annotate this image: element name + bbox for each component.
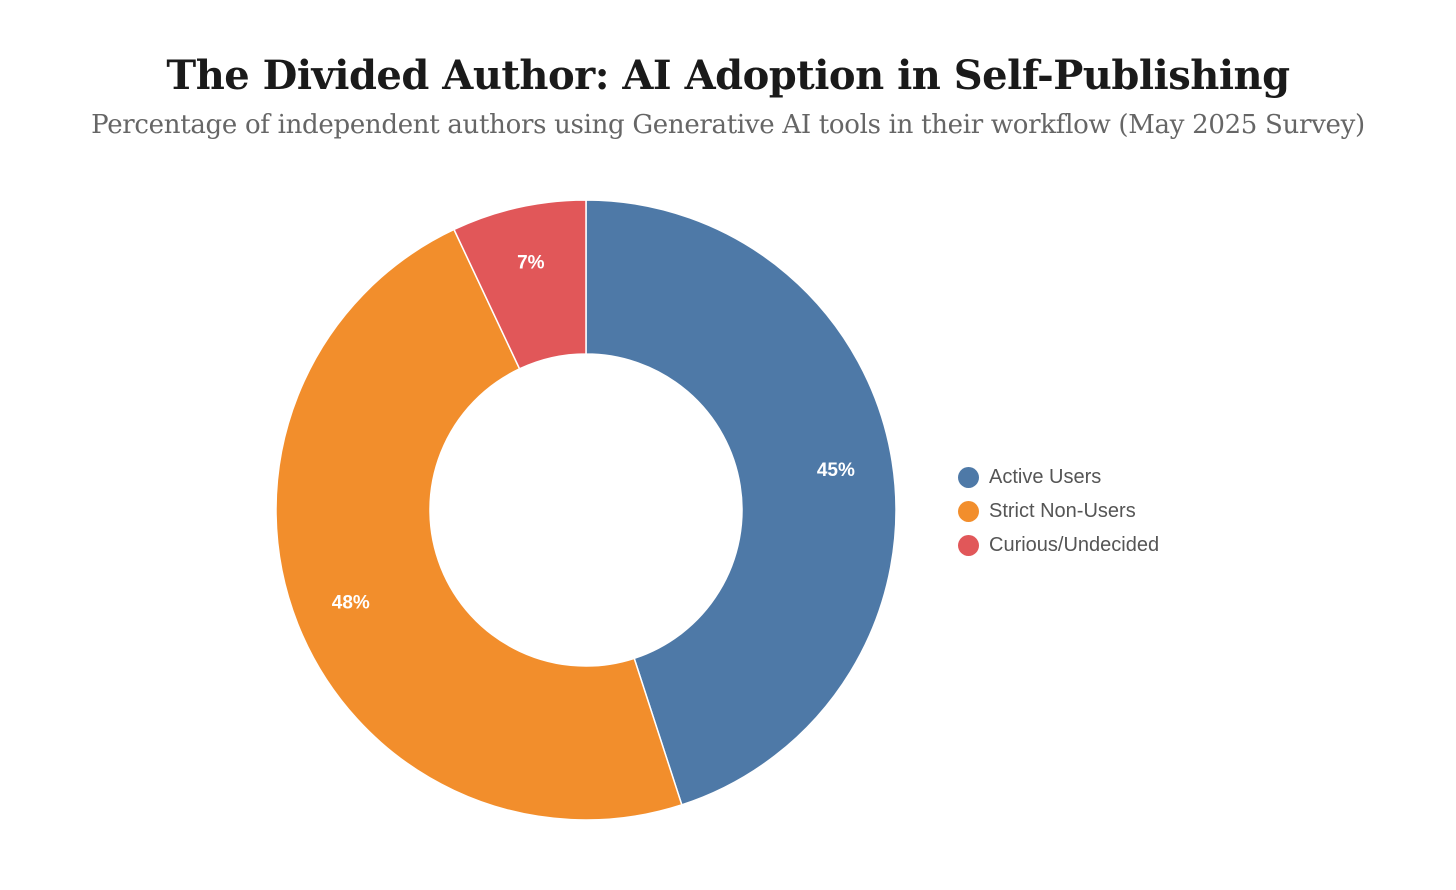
chart-legend: Active Users Strict Non-Users Curious/Un… — [958, 460, 1159, 562]
legend-swatch-strict-non-users — [958, 500, 979, 522]
data-label-active-users: 45% — [817, 460, 855, 481]
data-label-curious-undecided: 7% — [517, 253, 545, 274]
slice-curious-undecided[interactable] — [453, 199, 587, 370]
legend-swatch-active-users — [958, 466, 979, 488]
data-label-strict-non-users: 48% — [332, 593, 370, 614]
slice-active-users[interactable] — [585, 199, 897, 806]
slice-strict-non-users[interactable] — [275, 228, 683, 821]
legend-label-active-users: Active Users — [989, 465, 1102, 488]
legend-swatch-curious-undecided — [958, 534, 979, 556]
legend-label-strict-non-users: Strict Non-Users — [989, 499, 1136, 522]
legend-label-curious-undecided: Curious/Undecided — [989, 533, 1160, 556]
legend-item-active-users[interactable]: Active Users — [958, 460, 1159, 494]
chart-subtitle: Percentage of independent authors using … — [91, 110, 1365, 140]
chart-title: The Divided Author: AI Adoption in Self-… — [166, 52, 1290, 99]
legend-item-strict-non-users[interactable]: Strict Non-Users — [958, 494, 1159, 528]
legend-item-curious-undecided[interactable]: Curious/Undecided — [958, 528, 1159, 562]
